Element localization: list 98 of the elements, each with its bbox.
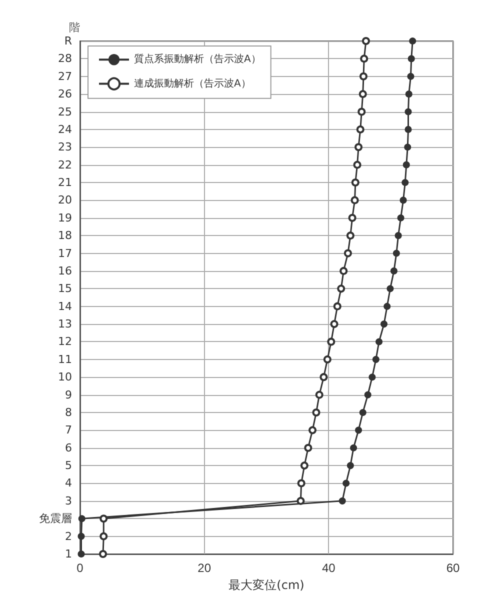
- point: [397, 214, 404, 222]
- x-tick-label: 20: [198, 561, 212, 575]
- point: [409, 38, 416, 44]
- y-tick-label: 28: [58, 52, 72, 66]
- y-tick-label: 24: [58, 122, 72, 136]
- point: [358, 90, 367, 98]
- point: [400, 196, 407, 204]
- y-tick-label: 22: [58, 158, 72, 172]
- point: [78, 532, 85, 540]
- point: [408, 55, 415, 62]
- point: [100, 514, 108, 523]
- legend-label: 連成振動解析（告示波A）: [134, 77, 251, 90]
- point: [376, 338, 383, 346]
- x-tick-label: 40: [322, 561, 336, 575]
- y-tick-label: 18: [58, 229, 72, 242]
- point: [364, 391, 372, 398]
- point: [402, 179, 409, 186]
- point: [296, 496, 305, 505]
- point: [380, 320, 388, 328]
- point: [342, 480, 350, 487]
- x-tick-label: 60: [446, 561, 460, 575]
- point: [394, 232, 402, 240]
- y-tick-label: 12: [58, 335, 72, 348]
- point: [327, 338, 336, 346]
- point: [362, 37, 370, 45]
- y-tick-label: 4: [65, 476, 72, 490]
- y-tick-label: 5: [65, 459, 72, 472]
- y-tick-label: 7: [65, 424, 72, 437]
- point: [78, 515, 86, 522]
- point: [386, 285, 394, 292]
- point: [346, 462, 354, 470]
- point: [359, 408, 366, 416]
- y-tick-label: 15: [58, 282, 72, 296]
- point: [100, 532, 108, 540]
- point: [356, 125, 364, 134]
- y-tick-label: 19: [58, 211, 72, 224]
- point: [297, 479, 306, 488]
- y-tick-label: 10: [58, 370, 72, 384]
- point: [350, 196, 359, 204]
- point: [308, 426, 317, 434]
- point: [404, 126, 412, 133]
- y-tick-label: R: [64, 34, 72, 48]
- point: [337, 284, 346, 293]
- point: [78, 550, 85, 558]
- point: [354, 143, 363, 152]
- point: [384, 302, 391, 310]
- point: [330, 320, 338, 328]
- point: [340, 266, 348, 275]
- point: [312, 408, 320, 416]
- y-tick-label: 2: [65, 530, 72, 543]
- legend-label: 質点系振動解析（告示波A）: [134, 53, 261, 66]
- point: [358, 108, 366, 116]
- x-axis-title: 最大変位(cm): [228, 578, 304, 592]
- point: [355, 426, 362, 434]
- x-tick-label: 0: [76, 561, 84, 575]
- y-tick-label: 20: [58, 194, 72, 207]
- point: [348, 214, 356, 222]
- point: [344, 249, 352, 258]
- point: [350, 444, 358, 452]
- point: [404, 144, 412, 151]
- y-tick-label: 26: [58, 88, 72, 101]
- y-tick-label: 27: [58, 70, 72, 83]
- point: [333, 302, 342, 310]
- point: [338, 497, 346, 504]
- point: [351, 178, 360, 187]
- point: [372, 356, 380, 363]
- point: [404, 108, 412, 116]
- point: [402, 161, 410, 168]
- point: [353, 160, 362, 169]
- point: [407, 72, 414, 80]
- point: [304, 444, 312, 452]
- y-tick-label: 25: [58, 105, 72, 118]
- point: [346, 232, 354, 240]
- y-tick-label: 11: [58, 352, 72, 366]
- point: [359, 72, 368, 80]
- y-axis-title: 階: [69, 21, 80, 34]
- y-tick-label: 23: [58, 140, 72, 154]
- point: [390, 267, 398, 274]
- y-tick-label: 21: [58, 176, 72, 190]
- y-tick-label: 17: [58, 246, 72, 260]
- point: [360, 54, 368, 63]
- y-tick-label: 13: [58, 318, 72, 331]
- y-tick-label: 8: [65, 406, 72, 419]
- point: [300, 462, 308, 470]
- y-tick-label: 免震層: [39, 512, 72, 526]
- y-tick-label: 3: [65, 494, 72, 508]
- point: [323, 355, 332, 364]
- point: [99, 550, 107, 558]
- point: [405, 90, 412, 98]
- point: [392, 250, 400, 257]
- point: [320, 373, 328, 382]
- y-tick-label: 9: [65, 388, 72, 402]
- point: [368, 374, 376, 381]
- point: [315, 390, 324, 399]
- y-tick-label: 14: [58, 300, 72, 313]
- y-tick-label: 6: [65, 441, 72, 454]
- y-tick-label: 16: [58, 264, 72, 278]
- y-tick-label: 1: [65, 548, 72, 560]
